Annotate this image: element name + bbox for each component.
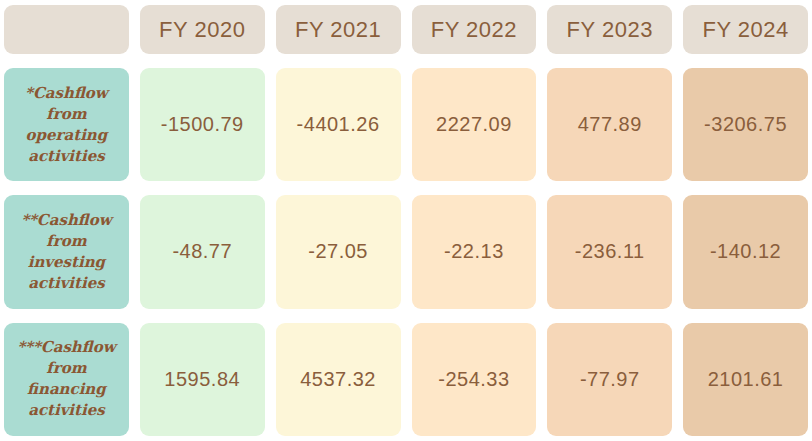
row-label-line: activities bbox=[28, 146, 105, 167]
cell-investing-fy2020: -48.77 bbox=[140, 195, 265, 308]
cell-investing-fy2023: -236.11 bbox=[547, 195, 672, 308]
cell-investing-fy2022: -22.13 bbox=[412, 195, 537, 308]
row-label-line: activities bbox=[28, 273, 105, 294]
row-label-line: from bbox=[46, 104, 86, 125]
row-label-line: *Cashflow bbox=[25, 83, 108, 104]
row-label-line: from bbox=[46, 358, 86, 379]
row-label-line: **Cashflow bbox=[21, 210, 112, 231]
row-label-investing: **Cashflow from investing activities bbox=[4, 195, 129, 308]
cell-operating-fy2021: -4401.26 bbox=[276, 68, 401, 181]
column-header-fy2020: FY 2020 bbox=[140, 5, 265, 54]
cashflow-heatmap-table: FY 2020 FY 2021 FY 2022 FY 2023 FY 2024 … bbox=[0, 0, 812, 441]
cell-investing-fy2024: -140.12 bbox=[683, 195, 808, 308]
column-header-fy2024: FY 2024 bbox=[683, 5, 808, 54]
cell-financing-fy2023: -77.97 bbox=[547, 323, 672, 436]
cell-operating-fy2020: -1500.79 bbox=[140, 68, 265, 181]
column-header-fy2021: FY 2021 bbox=[276, 5, 401, 54]
cell-operating-fy2024: -3206.75 bbox=[683, 68, 808, 181]
cell-financing-fy2020: 1595.84 bbox=[140, 323, 265, 436]
row-label-line: ***Cashflow bbox=[17, 337, 115, 358]
row-label-operating: *Cashflow from operating activities bbox=[4, 68, 129, 181]
row-label-line: activities bbox=[28, 400, 105, 421]
row-label-line: financing bbox=[27, 379, 106, 400]
row-label-financing: ***Cashflow from financing activities bbox=[4, 323, 129, 436]
row-label-line: operating bbox=[26, 125, 108, 146]
row-label-line: from bbox=[46, 231, 86, 252]
row-label-line: investing bbox=[28, 252, 105, 273]
column-header-fy2023: FY 2023 bbox=[547, 5, 672, 54]
cell-financing-fy2024: 2101.61 bbox=[683, 323, 808, 436]
cell-operating-fy2023: 477.89 bbox=[547, 68, 672, 181]
cell-financing-fy2021: 4537.32 bbox=[276, 323, 401, 436]
cell-operating-fy2022: 2227.09 bbox=[412, 68, 537, 181]
column-header-fy2022: FY 2022 bbox=[412, 5, 537, 54]
corner-cell bbox=[4, 5, 129, 54]
cell-investing-fy2021: -27.05 bbox=[276, 195, 401, 308]
cell-financing-fy2022: -254.33 bbox=[412, 323, 537, 436]
